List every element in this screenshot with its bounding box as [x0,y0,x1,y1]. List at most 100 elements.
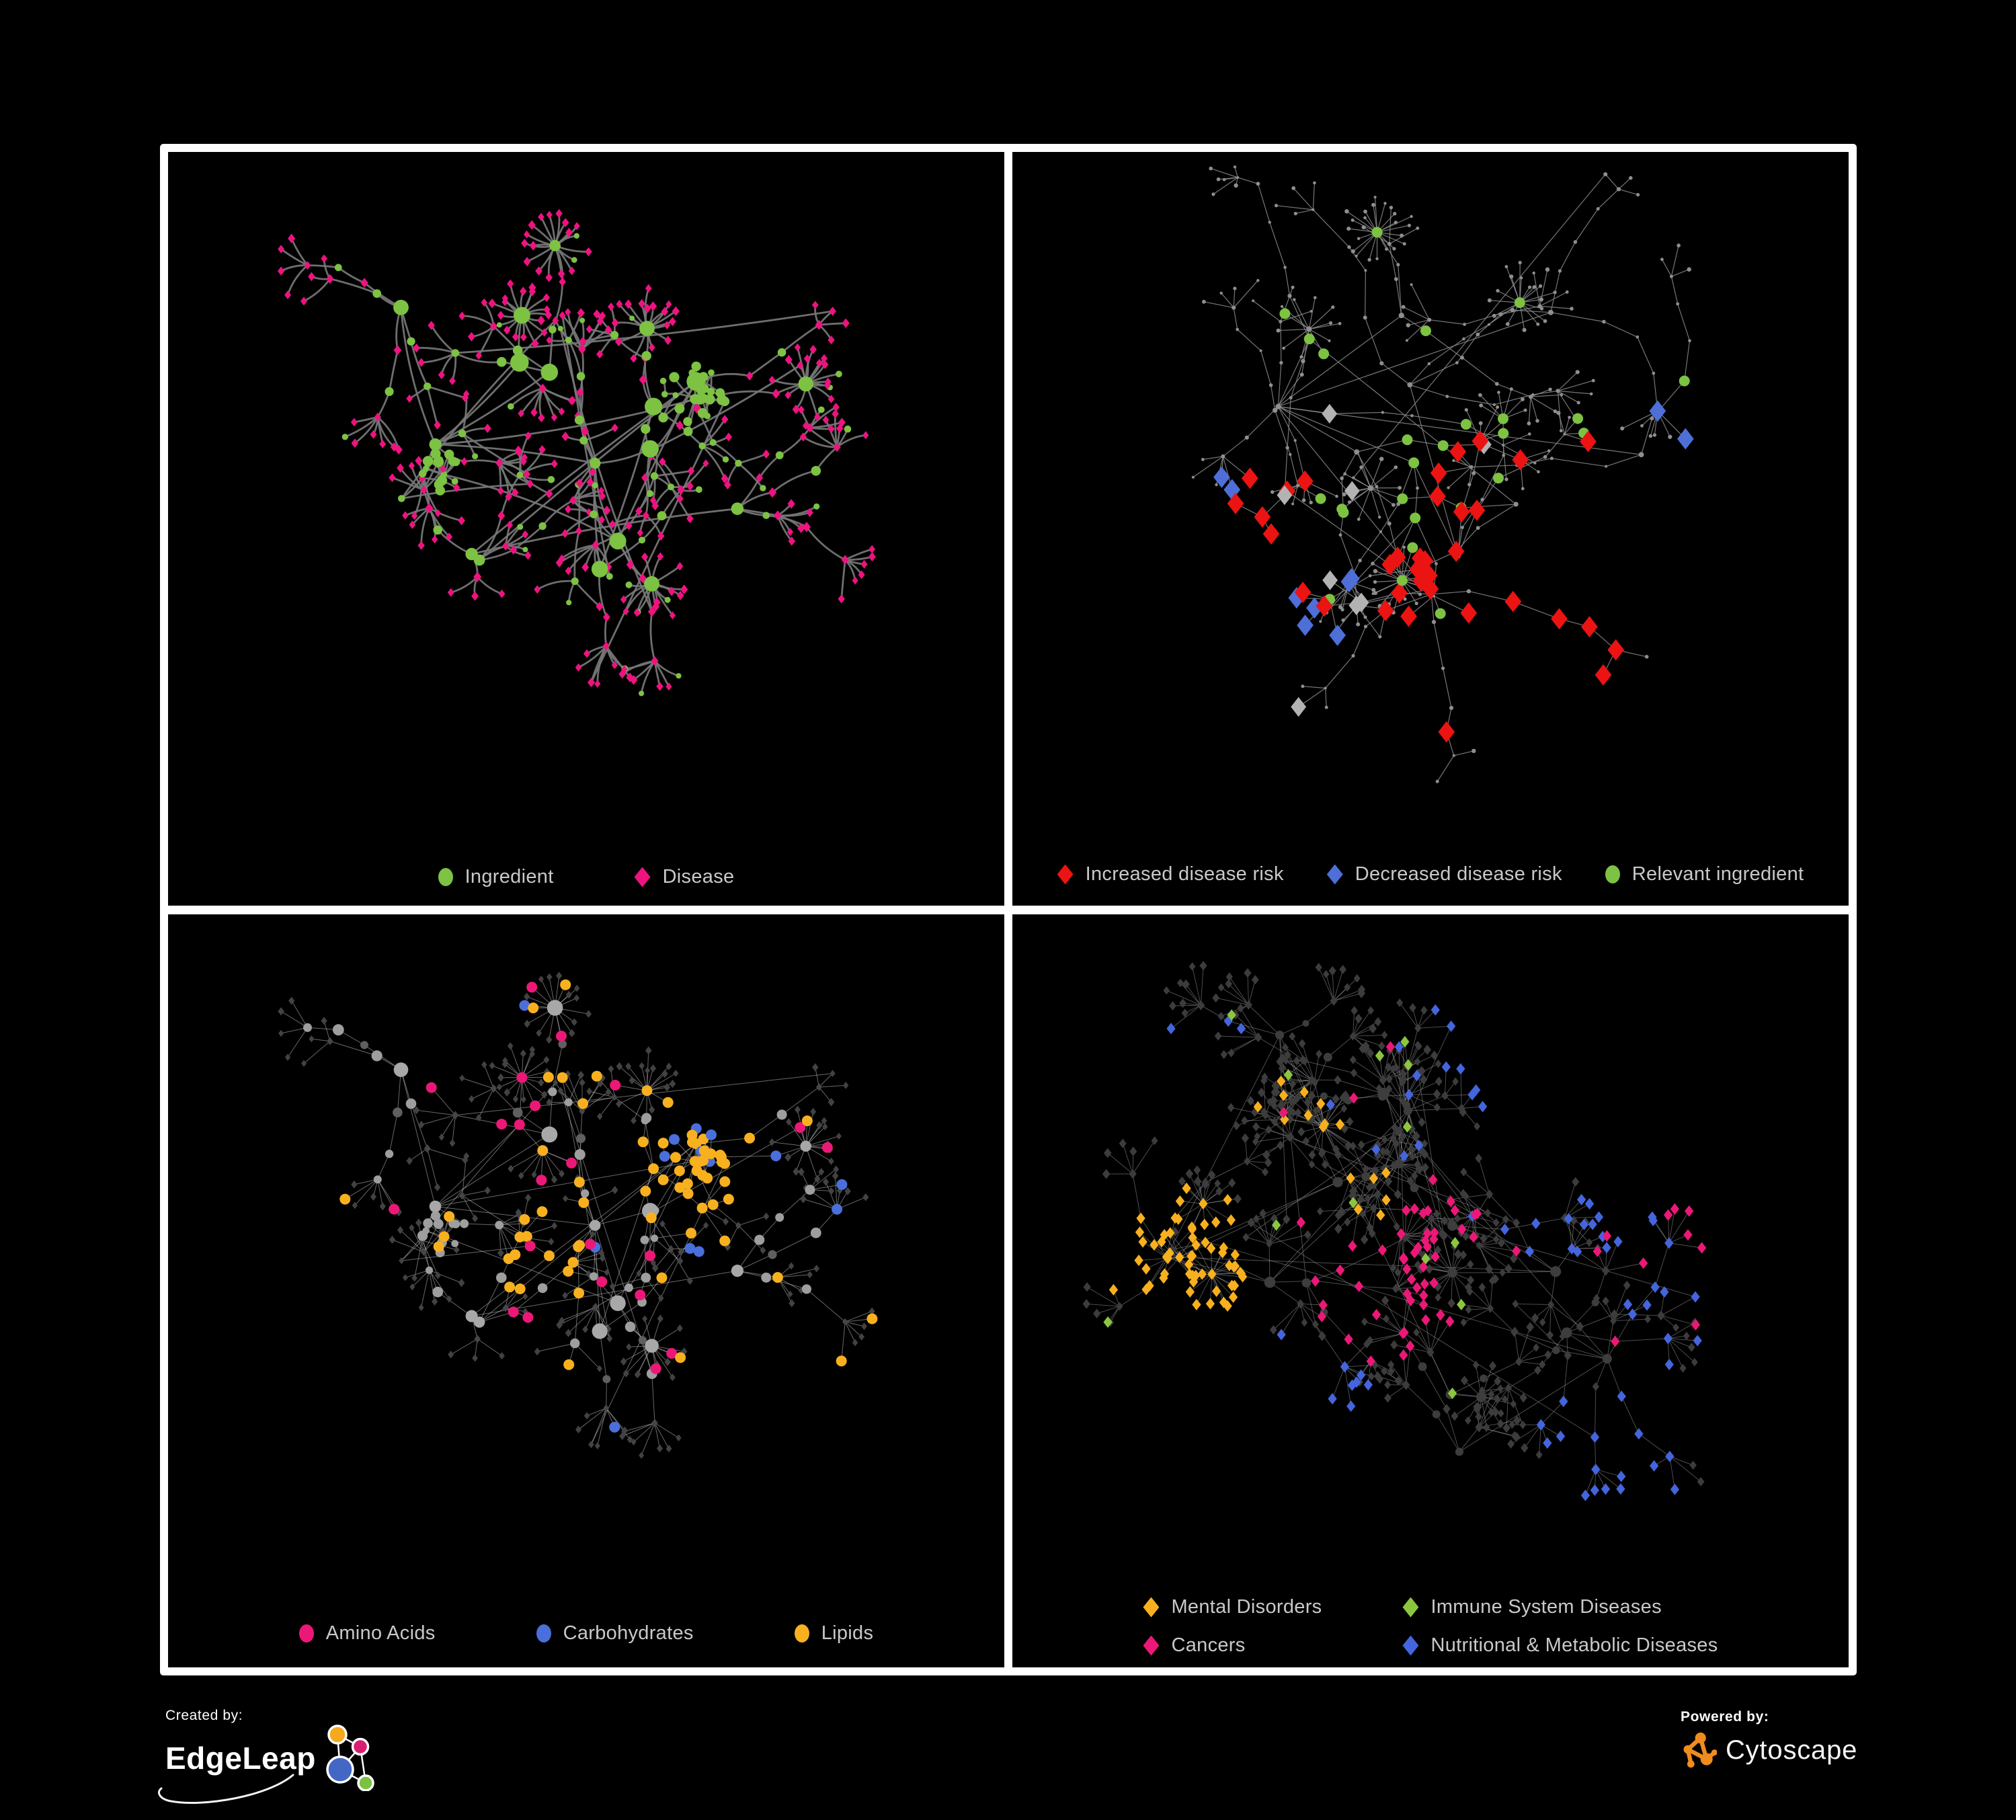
network-node[interactable] [650,1259,656,1267]
network-node[interactable] [1400,605,1417,627]
network-node[interactable] [1225,979,1233,989]
network-node[interactable] [1399,1068,1407,1078]
network-node[interactable] [651,1234,658,1242]
ingredient-disease-network-canvas[interactable] [168,152,1004,838]
network-node[interactable] [557,269,565,279]
network-node[interactable] [1363,1379,1373,1391]
network-node[interactable] [698,442,706,450]
network-node[interactable] [556,1320,563,1329]
network-node[interactable] [844,425,852,433]
network-node[interactable] [1402,545,1406,549]
network-node[interactable] [537,1145,549,1156]
network-node[interactable] [763,1212,770,1220]
network-node[interactable] [512,345,523,356]
network-node[interactable] [1241,1116,1248,1125]
network-node[interactable] [1379,457,1384,461]
network-node[interactable] [553,1079,559,1086]
network-node[interactable] [409,1283,415,1291]
network-node[interactable] [1287,1105,1295,1116]
network-node[interactable] [518,1172,524,1180]
network-node[interactable] [573,222,580,231]
network-node[interactable] [1359,1043,1367,1054]
network-node[interactable] [1447,1220,1457,1231]
network-node[interactable] [475,1113,482,1122]
network-node[interactable] [1318,348,1330,360]
network-node[interactable] [1452,754,1455,757]
network-node[interactable] [521,239,528,248]
network-node[interactable] [1288,587,1305,609]
network-node[interactable] [593,309,601,319]
network-node[interactable] [836,1132,842,1140]
network-node[interactable] [1309,310,1313,313]
network-node[interactable] [1399,1074,1408,1084]
network-node[interactable] [1590,1431,1600,1443]
network-node[interactable] [1369,1023,1377,1034]
network-node[interactable] [723,1218,729,1226]
network-node[interactable] [1207,1242,1216,1255]
network-node[interactable] [1211,192,1215,196]
network-node[interactable] [821,1117,828,1125]
network-node[interactable] [469,1095,475,1103]
network-node[interactable] [1277,1101,1285,1111]
network-node[interactable] [1269,1325,1277,1335]
network-node[interactable] [1547,449,1551,452]
network-node[interactable] [1219,1296,1229,1308]
network-node[interactable] [661,391,668,398]
network-node[interactable] [1502,453,1506,457]
network-node[interactable] [393,1062,409,1077]
network-node[interactable] [1291,285,1295,289]
network-node[interactable] [641,1113,652,1123]
network-node[interactable] [1515,1357,1523,1366]
network-node[interactable] [1324,705,1328,709]
network-node[interactable] [1182,979,1190,989]
network-node[interactable] [578,1197,590,1208]
network-node[interactable] [1687,267,1691,272]
network-node[interactable] [1543,1437,1552,1449]
network-node[interactable] [430,1211,441,1221]
network-node[interactable] [574,415,584,425]
network-node[interactable] [1373,591,1377,595]
network-node[interactable] [1225,972,1233,982]
network-node[interactable] [1233,165,1237,169]
network-node[interactable] [458,311,466,321]
network-node[interactable] [1332,1177,1343,1187]
network-node[interactable] [1660,1286,1669,1298]
network-node[interactable] [1365,1194,1371,1203]
network-node[interactable] [1312,1320,1319,1329]
network-node[interactable] [664,1357,671,1366]
network-node[interactable] [405,1098,417,1109]
network-node[interactable] [1174,1213,1183,1225]
network-node[interactable] [645,397,663,416]
network-node[interactable] [611,1093,618,1101]
network-node[interactable] [639,321,655,336]
network-node[interactable] [1433,1089,1441,1099]
network-node[interactable] [1276,328,1281,333]
network-node[interactable] [1350,1006,1358,1016]
network-node[interactable] [1197,1000,1205,1011]
network-node[interactable] [676,1324,683,1333]
network-node[interactable] [641,473,648,482]
network-node[interactable] [1163,986,1170,995]
network-node[interactable] [557,325,563,331]
network-node[interactable] [546,336,553,344]
network-node[interactable] [1171,1226,1179,1237]
network-node[interactable] [1457,1103,1465,1113]
network-node[interactable] [686,481,694,491]
network-node[interactable] [1254,506,1271,528]
network-node[interactable] [459,1074,465,1082]
network-node[interactable] [1394,465,1398,469]
network-node[interactable] [798,376,813,392]
network-node[interactable] [1178,1177,1186,1186]
network-node[interactable] [1688,1343,1695,1352]
network-node[interactable] [1404,1059,1413,1071]
network-node[interactable] [1389,547,1406,568]
network-node[interactable] [1108,1283,1119,1296]
network-node[interactable] [1453,501,1470,523]
network-node[interactable] [1416,486,1419,490]
network-node[interactable] [1361,225,1366,230]
network-node[interactable] [1420,1006,1428,1015]
network-node[interactable] [611,661,618,670]
network-node[interactable] [1553,290,1557,294]
network-node[interactable] [1229,1279,1240,1292]
network-node[interactable] [677,485,685,495]
